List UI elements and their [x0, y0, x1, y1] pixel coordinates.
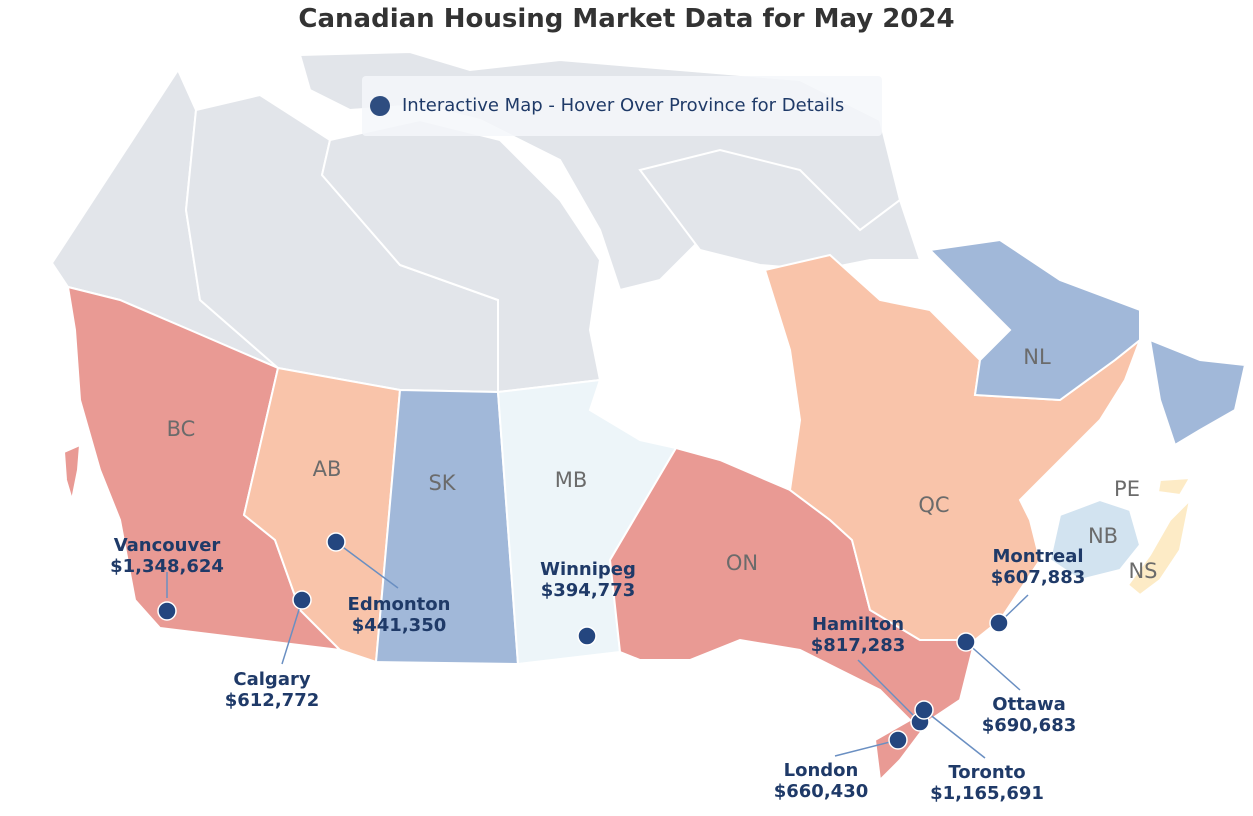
london-leader-line	[834, 739, 899, 757]
province-label: AB	[313, 457, 342, 481]
winnipeg-price-label: $394,773	[541, 580, 636, 601]
toronto-name-label: Toronto	[948, 762, 1025, 783]
hamilton-name-label: Hamilton	[812, 614, 904, 635]
winnipeg-name-label: Winnipeg	[540, 559, 636, 580]
montreal-name-label: Montreal	[992, 546, 1083, 567]
edmonton-name-label: Edmonton	[348, 594, 451, 615]
province-label: PE	[1114, 477, 1140, 501]
toronto-marker[interactable]	[914, 700, 934, 720]
province-pe[interactable]	[1156, 476, 1192, 497]
city-markers: Vancouver$1,348,624 Calgary$612,772 Edmont…	[110, 532, 1086, 804]
vancouver-marker[interactable]	[157, 601, 177, 621]
province-nl[interactable]	[927, 238, 1141, 402]
province-label: NL	[1023, 345, 1051, 369]
edmonton-price-label: $441,350	[352, 615, 447, 636]
province-bc-island[interactable]	[62, 443, 82, 501]
montreal-price-label: $607,883	[991, 567, 1086, 588]
ottawa-price-label: $690,683	[982, 715, 1077, 736]
province-label: QC	[918, 493, 949, 517]
edmonton-marker[interactable]	[326, 532, 346, 552]
calgary-price-label: $612,772	[225, 690, 320, 711]
province-label: MB	[555, 468, 588, 492]
toronto-leader-line	[923, 709, 986, 759]
london-price-label: $660,430	[774, 781, 869, 802]
legend-label: Interactive Map - Hover Over Province fo…	[402, 95, 845, 116]
ottawa-marker[interactable]	[956, 632, 976, 652]
vancouver-name-label: Vancouver	[114, 535, 221, 556]
province-label: SK	[428, 471, 456, 495]
montreal-marker[interactable]	[989, 613, 1009, 633]
calgary-name-label: Calgary	[233, 669, 310, 690]
winnipeg-marker[interactable]	[577, 626, 597, 646]
province-label: NB	[1088, 524, 1118, 548]
ottawa-leader-line	[965, 641, 1021, 691]
hamilton-price-label: $817,283	[811, 635, 906, 656]
page-title: Canadian Housing Market Data for May 202…	[298, 4, 955, 34]
hamilton-leader-line	[857, 659, 921, 723]
province-label: NS	[1128, 559, 1157, 583]
province-nb[interactable]	[1048, 498, 1142, 582]
province-label: BC	[167, 417, 196, 441]
calgary-leader-line	[281, 599, 303, 665]
province-nl-island[interactable]	[1148, 338, 1247, 447]
calgary-marker[interactable]	[292, 590, 312, 610]
ottawa-name-label: Ottawa	[992, 694, 1065, 715]
baffin-island	[638, 148, 922, 272]
toronto-price-label: $1,165,691	[930, 783, 1044, 804]
edmonton-leader-line	[335, 541, 399, 589]
province-ns[interactable]	[1126, 496, 1192, 597]
province-label: ON	[726, 551, 758, 575]
legend: Interactive Map - Hover Over Province fo…	[362, 76, 882, 136]
vancouver-price-label: $1,348,624	[110, 556, 224, 577]
london-name-label: London	[784, 760, 859, 781]
legend-marker-icon	[370, 96, 390, 116]
london-marker[interactable]	[888, 730, 908, 750]
province-labels: BC AB SK MB ON QC NL PE NB NS	[167, 345, 1158, 583]
